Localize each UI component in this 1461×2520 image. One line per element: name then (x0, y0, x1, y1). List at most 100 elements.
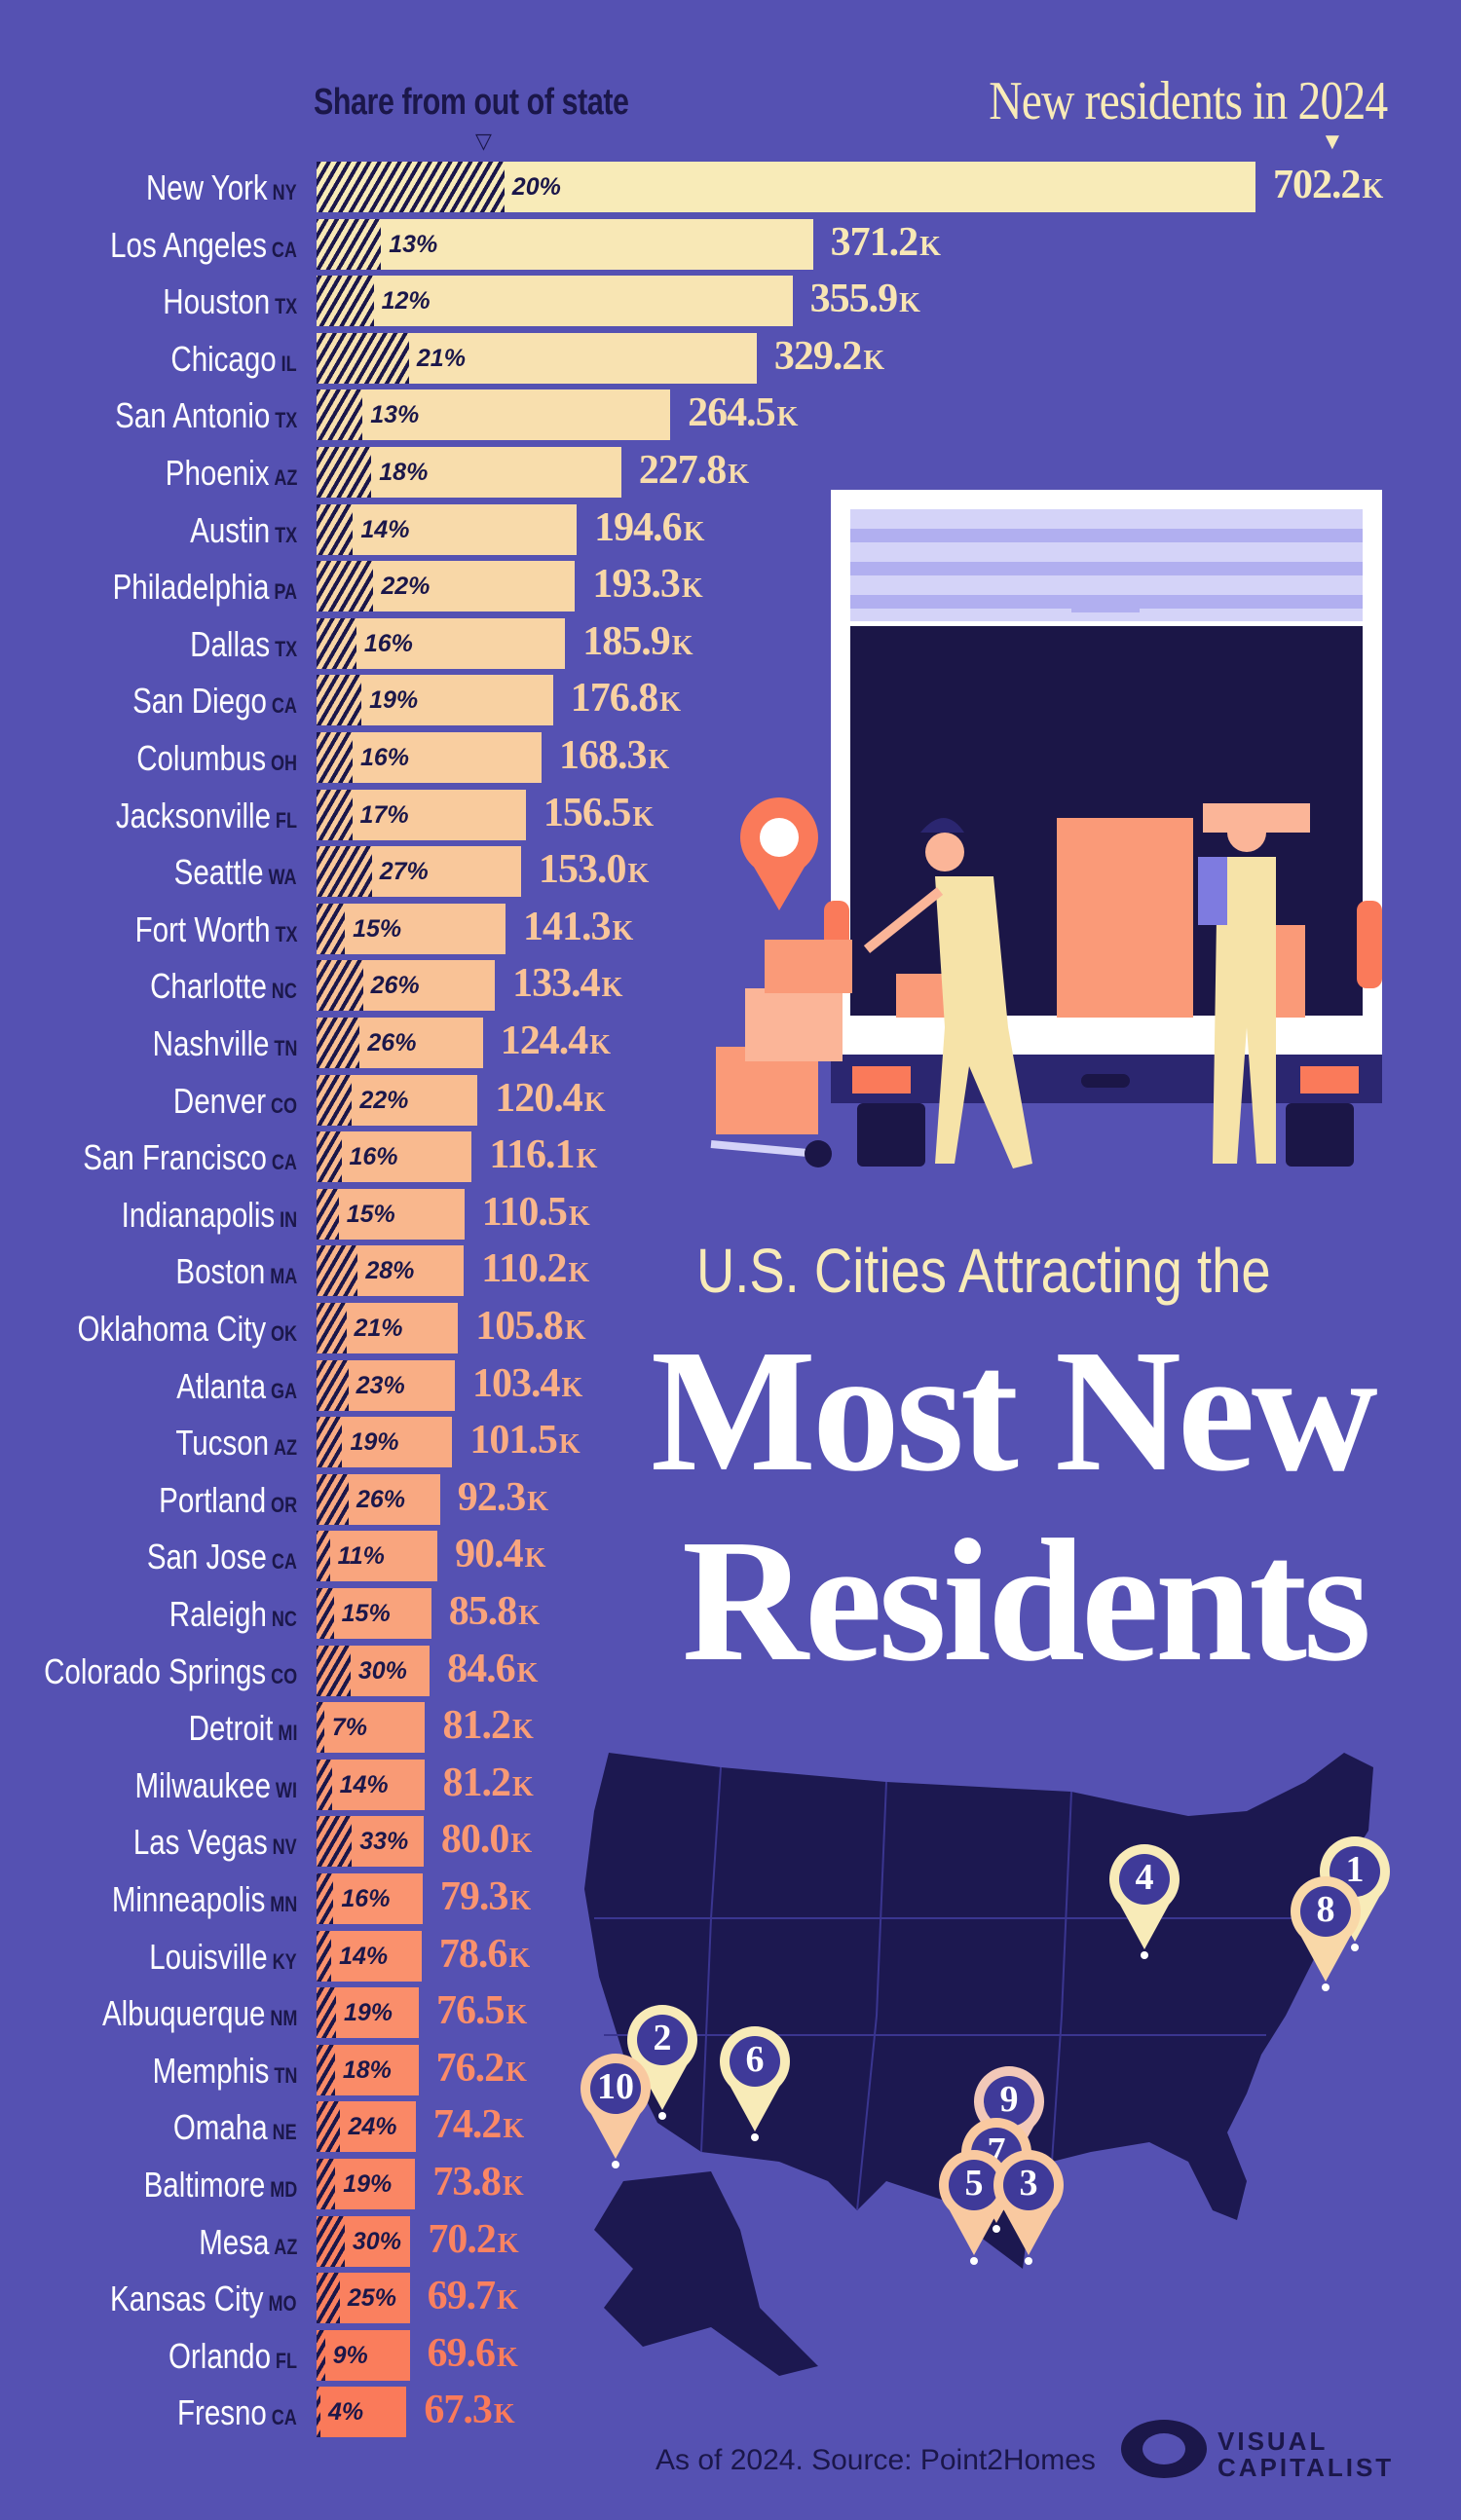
city-name: Phoenix (165, 453, 270, 493)
city-name: Minneapolis (111, 1879, 266, 1919)
value-number: 73.8 (432, 2160, 501, 2205)
value-label: 185.9K (582, 618, 693, 665)
state-code: FL (275, 2348, 297, 2373)
city-label: Atlanta GA (176, 1366, 297, 1407)
value-unit: K (518, 1601, 540, 1631)
share-label: 19% (369, 686, 419, 715)
state-code: OH (270, 751, 297, 775)
table-row: Houston TX 12% 355.9K (0, 276, 1461, 327)
table-row: Philadelphia PA 22% 193.3K (0, 561, 1461, 612)
value-label: 84.6K (447, 1646, 538, 1692)
share-hatch (317, 617, 356, 669)
city-name: Atlanta (176, 1365, 267, 1406)
value-label: 76.2K (436, 2045, 527, 2092)
share-hatch (317, 1759, 332, 1810)
value-unit: K (776, 402, 799, 433)
share-hatch (317, 218, 382, 270)
city-name: Philadelphia (112, 567, 270, 608)
table-row: Orlando FL 9% 69.6K (0, 2329, 1461, 2381)
state-code: CA (271, 2405, 297, 2430)
share-label: 20% (511, 173, 561, 201)
value-unit: K (899, 288, 920, 319)
bar: 33% (317, 1816, 424, 1868)
table-row: Las Vegas NV 33% 80.0K (0, 1816, 1461, 1868)
value-unit: K (648, 745, 670, 775)
bar: 22% (317, 1074, 478, 1126)
value-unit: K (564, 1316, 586, 1346)
share-label: 13% (370, 401, 420, 429)
share-label: 21% (416, 344, 466, 372)
value-label: 70.2K (428, 2216, 518, 2263)
pin-label: 3 (1019, 2163, 1038, 2204)
state-code: NY (272, 180, 297, 204)
table-row: San Antonio TX 13% 264.5K (0, 389, 1461, 441)
share-label: 15% (353, 914, 402, 943)
share-label: 25% (347, 2284, 396, 2313)
state-code: IN (279, 1206, 297, 1232)
share-hatch (317, 2101, 341, 2153)
share-hatch (317, 1702, 324, 1754)
value-unit: K (576, 1144, 598, 1175)
pin-label: 1 (1345, 1849, 1365, 1890)
table-row: Fresno CA 4% 67.3K (0, 2387, 1461, 2438)
value-unit: K (511, 1715, 534, 1746)
value-unit: K (510, 1829, 532, 1860)
state-code: CA (271, 237, 297, 262)
value-number: 80.0 (440, 1817, 509, 1863)
share-label: 14% (339, 1770, 389, 1798)
value-label: 156.5K (543, 790, 654, 836)
bar: 20% (317, 162, 1255, 212)
value-label: 120.4K (495, 1075, 605, 1122)
value-number: 69.7 (427, 2274, 496, 2319)
city-label: Dallas TX (190, 624, 297, 665)
value-label: 81.2K (442, 1760, 533, 1806)
state-code: WI (275, 1777, 297, 1802)
state-code: CA (271, 1150, 297, 1175)
city-label: Kansas City MO (111, 2279, 297, 2319)
value-number: 193.3 (592, 562, 680, 608)
pin-icon (581, 2054, 651, 2168)
share-label: 26% (367, 1029, 417, 1056)
value-label: 69.7K (427, 2273, 518, 2319)
city-label: San Jose CA (147, 1537, 297, 1577)
value-number: 116.1 (489, 1132, 575, 1178)
pin-label: 6 (745, 2039, 765, 2080)
value-number: 110.2 (481, 1246, 567, 1292)
state-code: GA (270, 1378, 297, 1403)
bar: 15% (317, 1188, 465, 1240)
state-code: TX (274, 294, 297, 319)
city-name: Boston (175, 1251, 266, 1292)
bar: 25% (317, 2273, 410, 2324)
city-label: Denver CO (173, 1081, 297, 1122)
value-unit: K (561, 1372, 582, 1403)
share-hatch (317, 2329, 325, 2381)
value-number: 76.5 (436, 1988, 505, 2034)
value-label: 116.1K (489, 1131, 598, 1178)
city-name: Chicago (170, 338, 278, 379)
city-name: San Antonio (114, 395, 271, 436)
share-hatch (317, 1588, 334, 1639)
value-number: 371.2 (830, 219, 918, 265)
state-code: FL (275, 807, 297, 833)
pin-icon (993, 2150, 1064, 2265)
value-unit: K (683, 516, 705, 547)
share-label: 23% (356, 1371, 405, 1399)
city-label: Orlando FL (169, 2336, 297, 2377)
state-code: CA (271, 1549, 297, 1575)
bar: 14% (317, 1930, 422, 1982)
value-label: 67.3K (424, 2387, 514, 2433)
share-hatch (317, 846, 372, 898)
city-label: Portland OR (159, 1480, 297, 1521)
city-label: Memphis TN (152, 2051, 297, 2092)
value-unit: K (509, 1886, 531, 1916)
value-label: 103.4K (472, 1360, 582, 1407)
share-label: 30% (357, 1656, 407, 1685)
city-label: Austin TX (190, 510, 297, 551)
share-label: 9% (332, 2341, 368, 2369)
share-hatch (317, 960, 363, 1012)
share-label: 21% (354, 1315, 403, 1342)
pin-icon (1291, 1876, 1361, 1991)
value-label: 194.6K (594, 504, 705, 551)
value-number: 227.8 (638, 448, 727, 493)
share-hatch (317, 162, 505, 212)
